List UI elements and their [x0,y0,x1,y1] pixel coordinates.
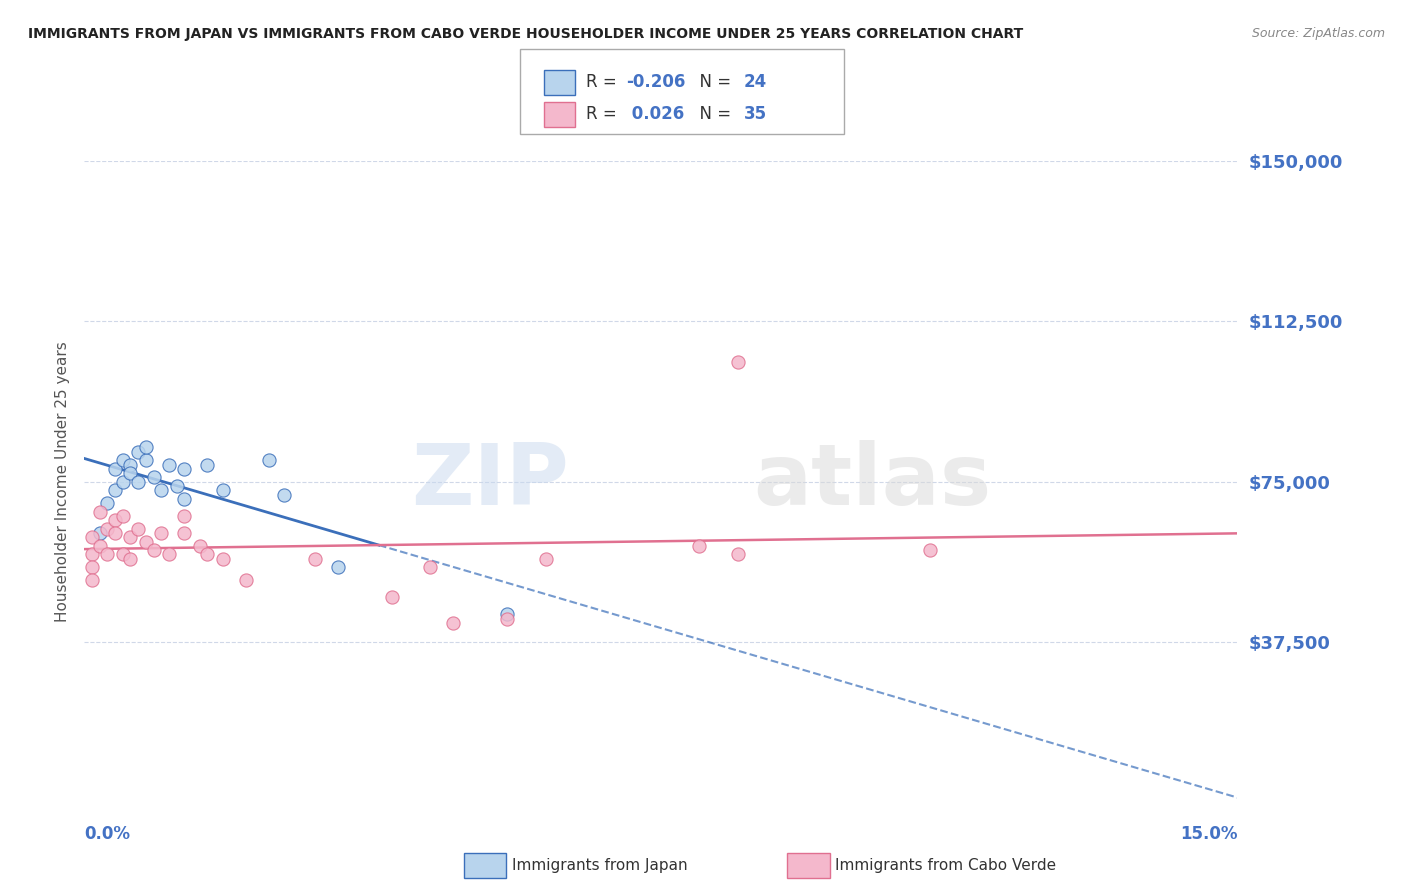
Point [89,539,111,553]
Point [127,522,149,536]
Point [120,466,142,480]
Point [127,475,149,489]
Point [89,526,111,541]
Point [120,458,142,472]
Point [111,548,134,562]
Point [104,513,127,527]
Point [211,551,233,566]
Text: IMMIGRANTS FROM JAPAN VS IMMIGRANTS FROM CABO VERDE HOUSEHOLDER INCOME UNDER 25 : IMMIGRANTS FROM JAPAN VS IMMIGRANTS FROM… [28,27,1024,41]
Point [173,462,195,476]
Text: N =: N = [689,73,737,91]
Point [211,483,233,498]
Text: 0.026: 0.026 [626,105,683,123]
Point [188,539,211,553]
Point [127,444,149,458]
Text: ZIP: ZIP [411,440,568,524]
Point [111,508,134,523]
Point [157,458,180,472]
Point [96,548,118,562]
Point [80,573,103,587]
Point [135,441,157,455]
Point [235,573,257,587]
Point [419,560,441,574]
Text: R =: R = [586,105,623,123]
Point [326,560,349,574]
Point [918,543,941,558]
Text: Immigrants from Japan: Immigrants from Japan [512,858,688,872]
Point [142,543,165,558]
Point [142,470,165,484]
Point [441,615,464,630]
Point [111,475,134,489]
Y-axis label: Householder Income Under 25 years: Householder Income Under 25 years [55,342,70,622]
Point [111,453,134,467]
Point [96,496,118,510]
Point [104,483,127,498]
Point [173,508,195,523]
Text: N =: N = [689,105,737,123]
Point [80,560,103,574]
Point [135,453,157,467]
Point [195,548,218,562]
Point [120,530,142,544]
Point [534,551,557,566]
Text: Immigrants from Cabo Verde: Immigrants from Cabo Verde [835,858,1056,872]
Point [166,479,188,493]
Text: atlas: atlas [754,440,991,524]
Point [381,591,404,605]
Point [688,539,710,553]
Point [195,458,218,472]
Point [120,551,142,566]
Point [80,530,103,544]
Point [496,612,519,626]
Point [173,491,195,506]
Point [150,483,173,498]
Text: Source: ZipAtlas.com: Source: ZipAtlas.com [1251,27,1385,40]
Text: 15.0%: 15.0% [1180,825,1237,843]
Text: 0.0%: 0.0% [84,825,131,843]
Point [727,548,749,562]
Point [273,487,295,501]
Text: -0.206: -0.206 [626,73,685,91]
Point [135,534,157,549]
Point [304,551,326,566]
Point [257,453,280,467]
Text: 35: 35 [744,105,766,123]
Point [496,607,519,622]
Point [80,548,103,562]
Text: R =: R = [586,73,623,91]
Point [96,522,118,536]
Point [104,462,127,476]
Point [157,548,180,562]
Text: 24: 24 [744,73,768,91]
Point [150,526,173,541]
Point [727,355,749,369]
Point [104,526,127,541]
Point [173,526,195,541]
Point [89,505,111,519]
